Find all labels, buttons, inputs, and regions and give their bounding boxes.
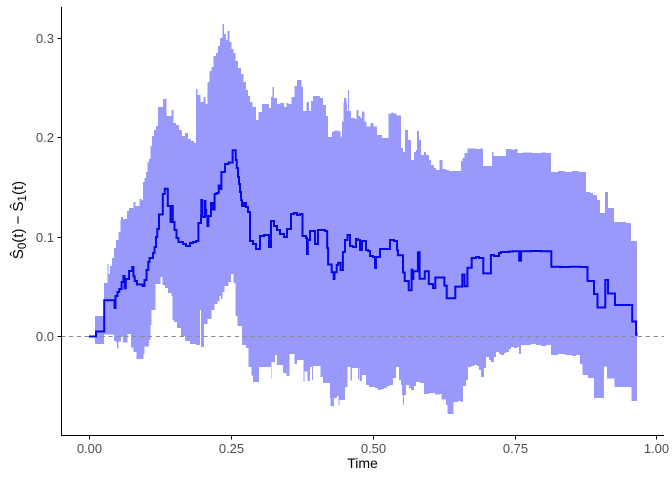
- svg-text:0.75: 0.75: [503, 441, 528, 456]
- svg-text:0.00: 0.00: [77, 441, 102, 456]
- svg-text:0.0: 0.0: [36, 329, 54, 344]
- svg-text:0.50: 0.50: [361, 441, 386, 456]
- svg-text:0.2: 0.2: [36, 130, 54, 145]
- svg-text:0.25: 0.25: [219, 441, 244, 456]
- svg-text:0.3: 0.3: [36, 31, 54, 46]
- svg-text:1.00: 1.00: [644, 441, 669, 456]
- svg-text:Time: Time: [347, 455, 378, 471]
- svg-text:0.1: 0.1: [36, 230, 54, 245]
